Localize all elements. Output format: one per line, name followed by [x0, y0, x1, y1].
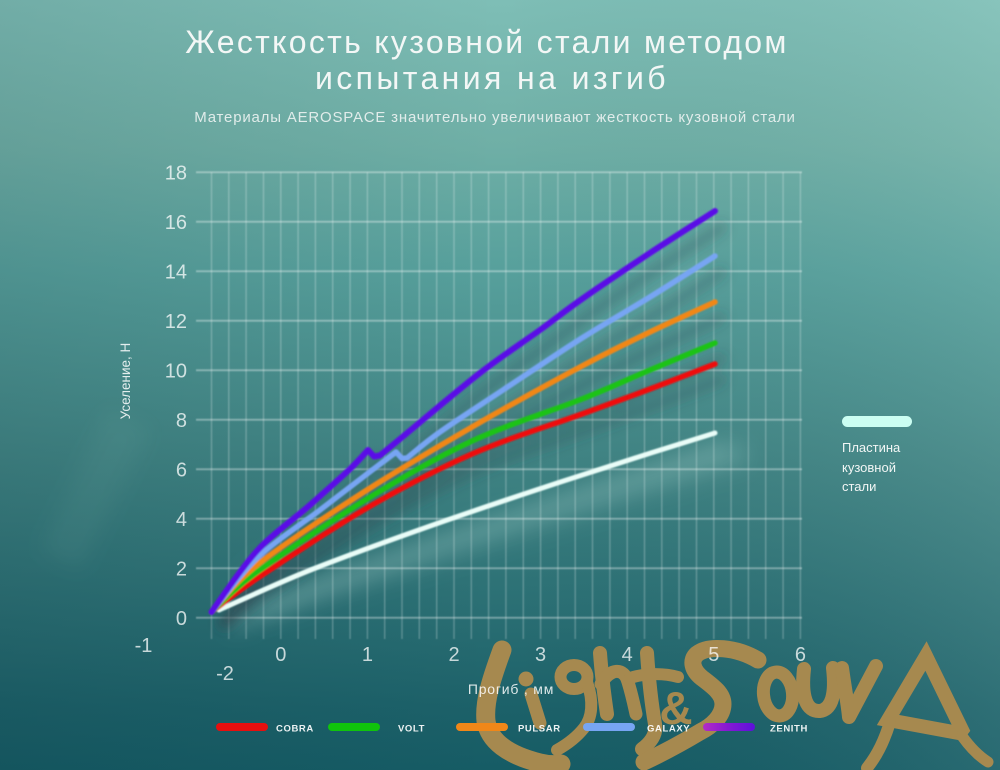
svg-text:0: 0	[275, 644, 286, 666]
svg-text:0: 0	[176, 608, 187, 630]
svg-text:16: 16	[165, 212, 187, 234]
svg-text:PULSAR: PULSAR	[518, 724, 561, 735]
svg-text:12: 12	[165, 311, 187, 333]
svg-text:COBRA: COBRA	[276, 724, 314, 735]
svg-text:14: 14	[165, 261, 187, 283]
svg-text:3: 3	[535, 644, 546, 666]
svg-text:Пластина: Пластина	[842, 440, 901, 455]
svg-text:GALAXY: GALAXY	[647, 724, 690, 735]
svg-text:10: 10	[165, 360, 187, 382]
svg-text:5: 5	[708, 644, 719, 666]
svg-text:Жесткость кузовной стали метод: Жесткость кузовной стали методом	[185, 24, 788, 60]
svg-text:стали: стали	[842, 479, 876, 494]
svg-text:&: &	[659, 682, 692, 734]
svg-text:-2: -2	[216, 663, 234, 685]
svg-text:VOLT: VOLT	[398, 724, 425, 735]
svg-text:ZENITH: ZENITH	[770, 724, 808, 735]
svg-text:6: 6	[176, 459, 187, 481]
svg-text:Уселение, Н: Уселение, Н	[118, 343, 133, 420]
svg-text:Прогиб , мм: Прогиб , мм	[468, 681, 554, 697]
svg-text:8: 8	[176, 410, 187, 432]
svg-text:кузовной: кузовной	[842, 460, 896, 475]
svg-text:2: 2	[448, 644, 459, 666]
svg-text:4: 4	[622, 644, 633, 666]
svg-text:испытания на изгиб: испытания на изгиб	[315, 60, 669, 96]
svg-text:Материалы AEROSPACE значительн: Материалы AEROSPACE значительно увеличив…	[194, 109, 795, 126]
svg-text:2: 2	[176, 558, 187, 580]
svg-text:4: 4	[176, 509, 187, 531]
svg-text:1: 1	[362, 644, 373, 666]
svg-text:18: 18	[165, 162, 187, 184]
svg-text:-1: -1	[135, 635, 153, 657]
svg-text:6: 6	[795, 644, 806, 666]
